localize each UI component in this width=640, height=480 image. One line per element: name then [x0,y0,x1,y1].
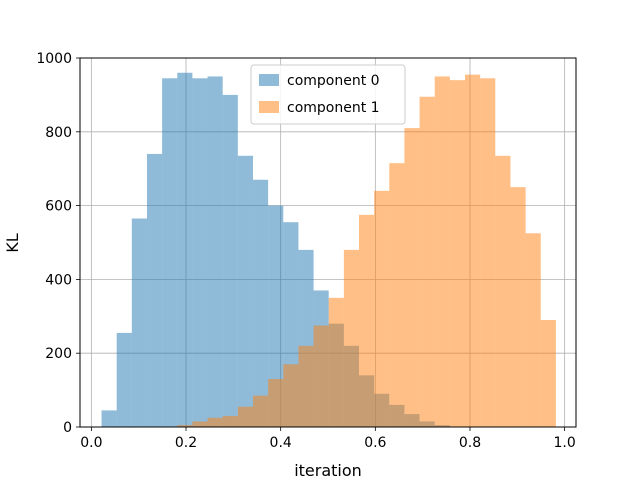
x-tick-label: 0.4 [270,435,292,451]
histogram-bar [252,179,269,427]
histogram-bar [146,153,163,427]
y-tick-label: 600 [45,199,72,215]
histogram-bar [268,205,284,427]
legend-swatch [259,101,279,113]
y-tick-label: 400 [45,272,72,288]
histogram-bar [177,425,193,427]
histogram-bar [237,406,253,427]
histogram-bar [283,364,299,427]
legend-label: component 1 [287,100,380,116]
histogram-bar [177,72,193,427]
histogram-bar [207,76,223,427]
histogram-bar [222,94,238,428]
histogram-bar [298,345,314,427]
histogram-bar [252,395,269,427]
legend-label: component 0 [287,73,380,89]
x-tick-label: 0.0 [80,435,102,451]
histogram-bar [131,218,147,427]
x-tick-label: 0.8 [459,435,481,451]
histogram-bar [374,190,390,427]
histogram-bar [192,421,208,427]
axes-frame [79,57,577,428]
legend: component 0 component 1 [250,64,406,125]
histogram-bar [389,163,405,428]
histogram-bar [162,78,178,428]
x-tick-label: 0.6 [364,435,386,451]
histogram-bar [343,249,359,427]
plot-area: 0.0 0.2 0.4 0.6 0.8 1.0 0 200 400 600 800 1000 [36,51,577,451]
histogram-bar [359,214,375,427]
x-axis-title: iteration [294,461,362,480]
x-tick-label: 0.2 [175,435,197,451]
legend-box [250,64,406,125]
histogram-bar [207,417,223,427]
histogram-bar [540,319,556,427]
y-tick-label: 1000 [36,51,72,67]
y-tick-label: 0 [63,420,72,436]
y-axis-title: KL [3,233,22,252]
histogram-bar [419,96,435,428]
histogram-bar [116,332,132,427]
ticks: 0.0 0.2 0.4 0.6 0.8 1.0 0 200 400 600 800 1000 [36,51,575,451]
histogram-bar [495,155,511,427]
y-tick-label: 800 [45,125,72,141]
histogram-bar [510,187,526,427]
histogram-bar [222,415,238,427]
x-tick-label: 1.0 [554,435,576,451]
legend-swatch [259,74,279,86]
histogram-bar [404,128,420,428]
histogram-bar [434,76,450,427]
histogram-bar [480,78,496,428]
bars [101,72,556,428]
histogram-bar [237,155,253,427]
series-1-bars [177,74,556,428]
histogram-bar [525,233,541,427]
histogram-bar [449,80,466,427]
histogram-bar [313,325,329,427]
histogram-bar [465,74,481,427]
histogram-bar [328,297,344,427]
histogram-bar [192,78,208,428]
y-tick-label: 200 [45,346,72,362]
histogram-bar [101,410,117,427]
histogram-bar [268,379,284,427]
